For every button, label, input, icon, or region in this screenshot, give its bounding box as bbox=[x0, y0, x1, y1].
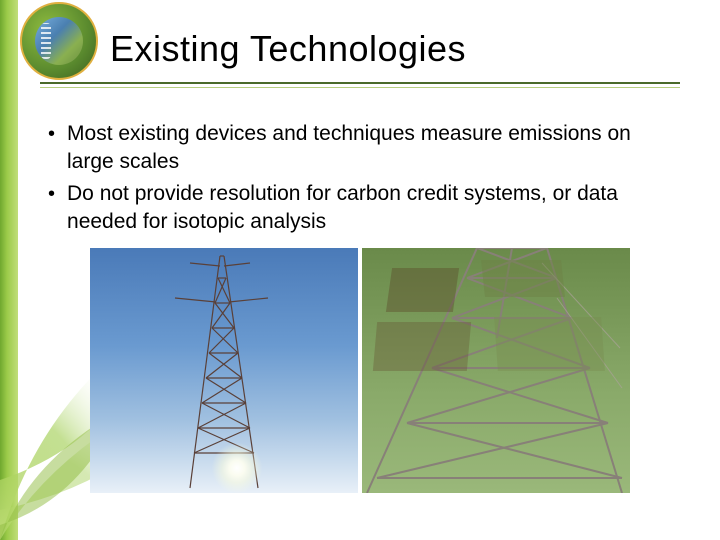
accent-sidebar bbox=[0, 0, 18, 540]
image-tower-sky bbox=[90, 248, 358, 493]
bullet-list: • Most existing devices and techniques m… bbox=[48, 120, 668, 240]
bullet-marker: • bbox=[48, 120, 55, 148]
bullet-marker: • bbox=[48, 180, 55, 208]
slide-title: Existing Technologies bbox=[110, 28, 670, 70]
bullet-item: • Most existing devices and techniques m… bbox=[48, 120, 668, 176]
bullet-text: Most existing devices and techniques mea… bbox=[67, 120, 668, 176]
bullet-item: • Do not provide resolution for carbon c… bbox=[48, 180, 668, 236]
image-row bbox=[90, 248, 630, 493]
title-underline bbox=[40, 82, 680, 90]
bullet-text: Do not provide resolution for carbon cre… bbox=[67, 180, 668, 236]
college-logo bbox=[20, 2, 98, 80]
sun-flare bbox=[207, 438, 267, 493]
image-tower-fields bbox=[362, 248, 630, 493]
title-area: Existing Technologies bbox=[110, 28, 670, 70]
